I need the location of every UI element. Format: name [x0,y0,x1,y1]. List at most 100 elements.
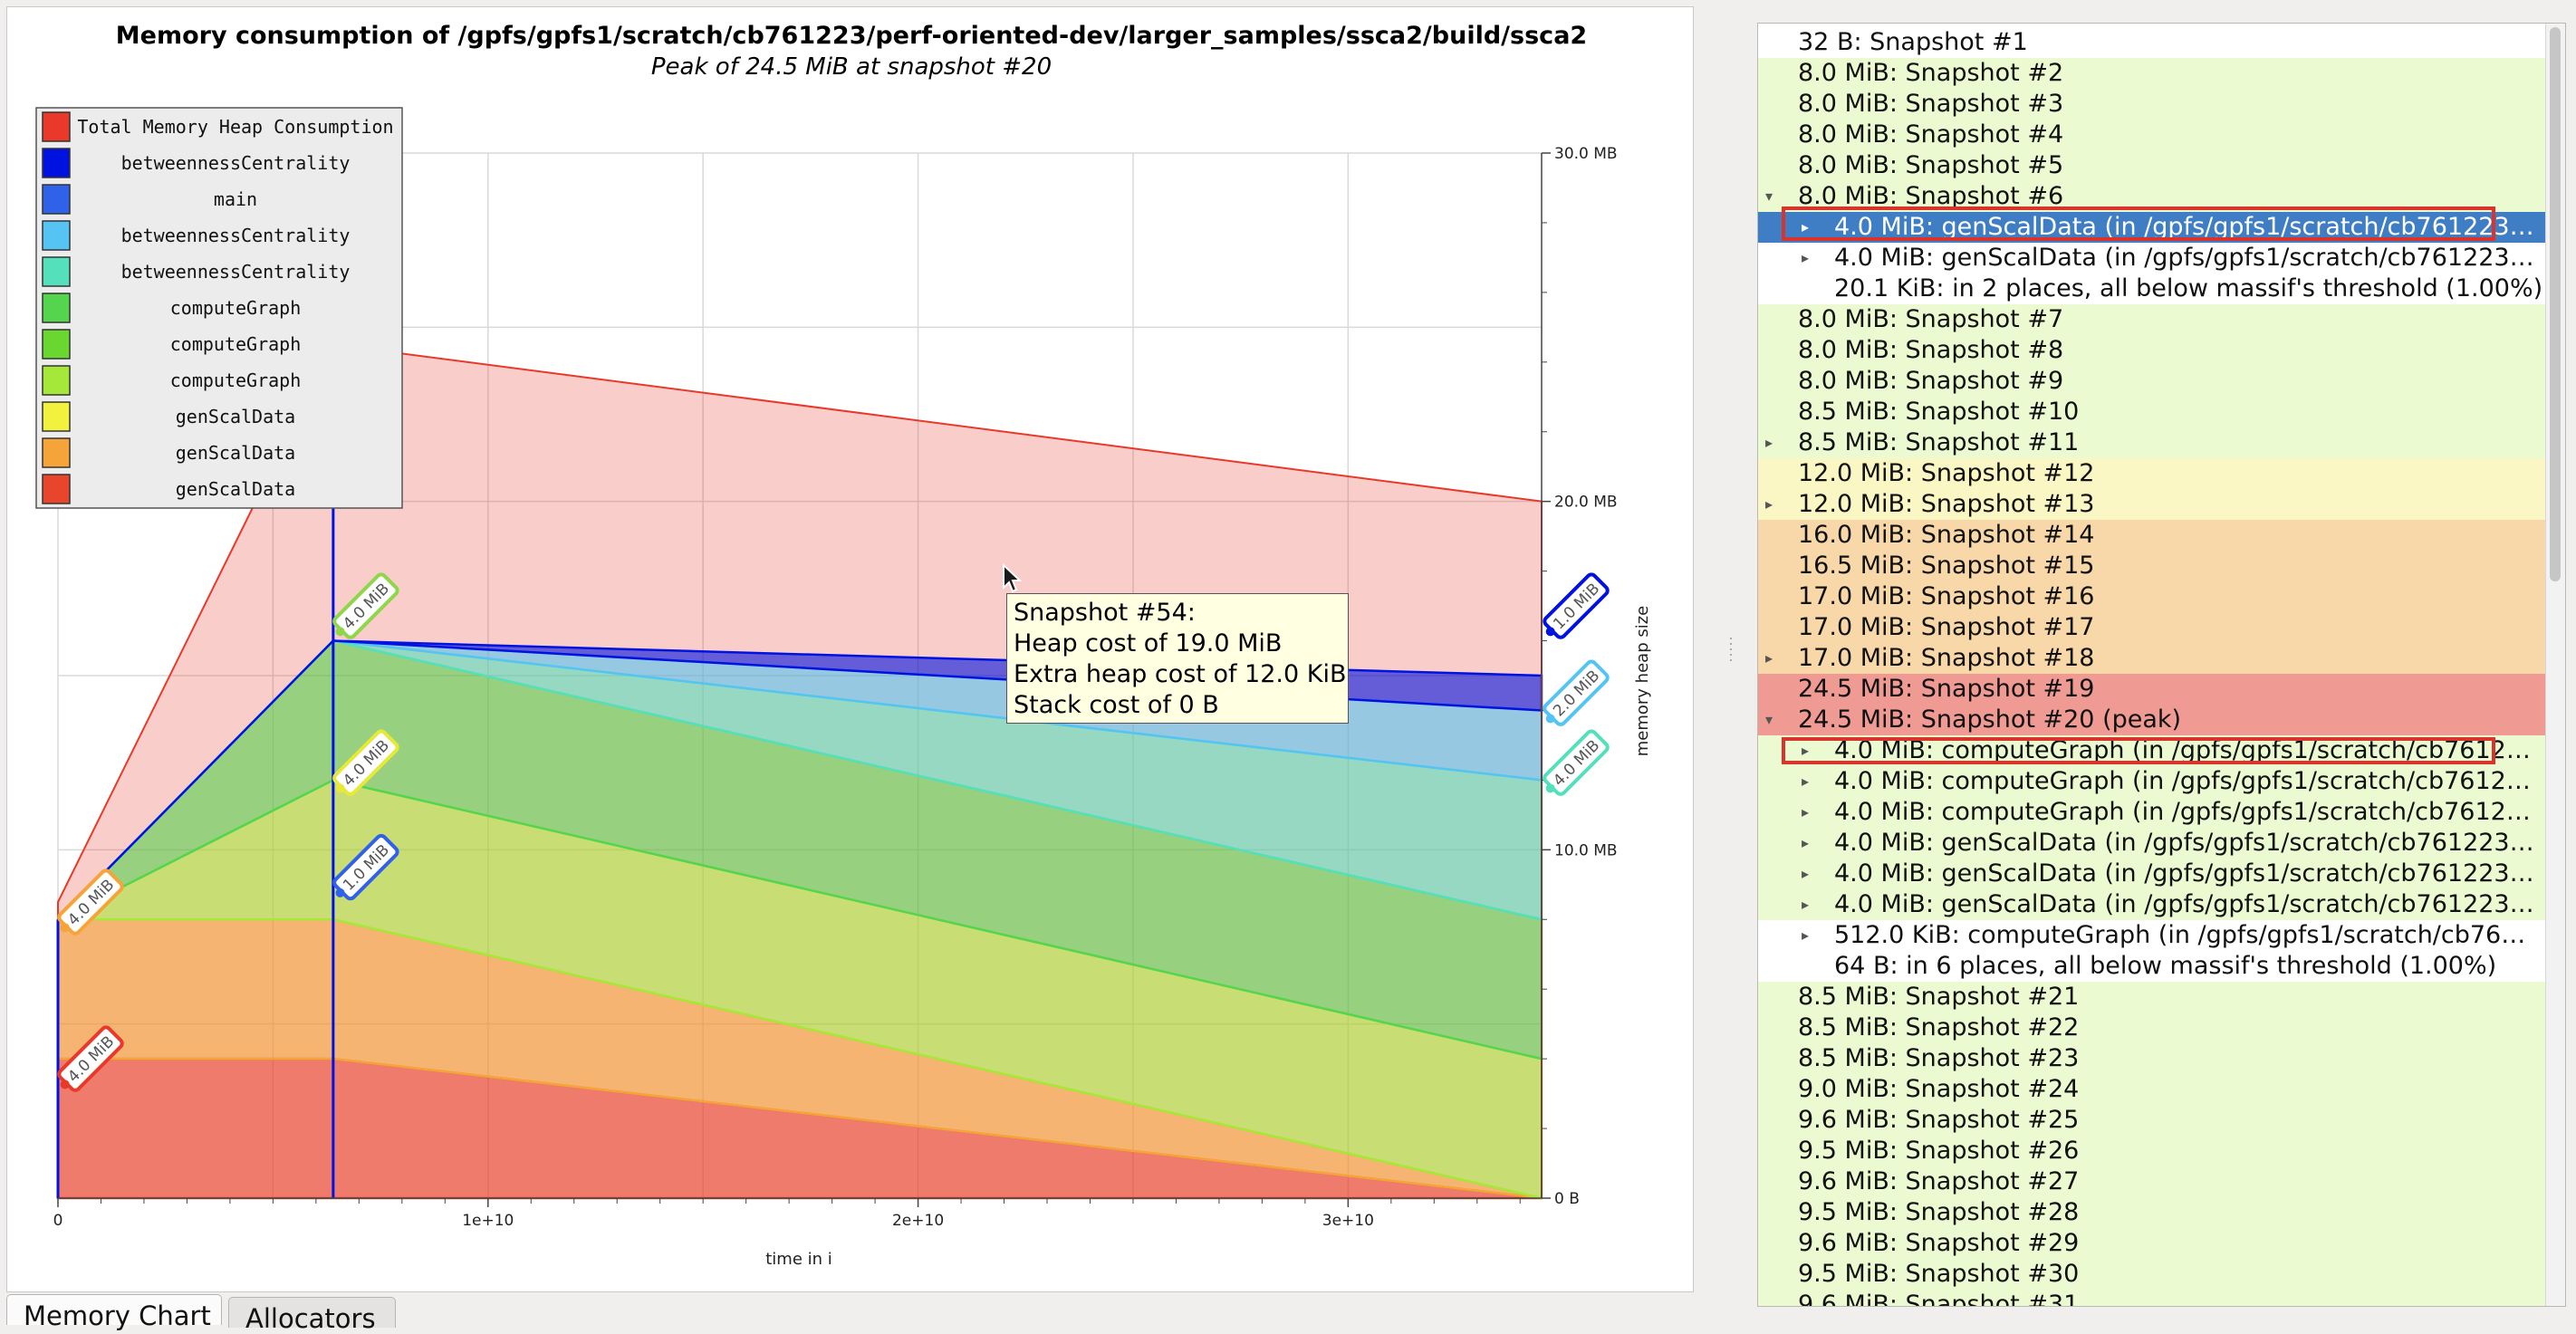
tree-row[interactable]: ▸ 8.5 MiB: Snapshot #11 [1758,427,2546,458]
tree-row-label: 9.6 MiB: Snapshot #25 [1798,1106,2080,1134]
tree-row[interactable]: 12.0 MiB: Snapshot #12 [1758,458,2546,489]
legend-item-label: computeGraph [170,297,302,319]
tree-row[interactable]: 9.6 MiB: Snapshot #25 [1758,1105,2546,1136]
tree-row-label: 8.5 MiB: Snapshot #10 [1798,398,2080,426]
tree-row[interactable]: 9.5 MiB: Snapshot #30 [1758,1259,2546,1290]
tree-row[interactable]: ▸ 4.0 MiB: genScalData (in /gpfs/gpfs1/sc… [1758,212,2546,243]
tree-row[interactable]: 64 B: in 6 places, all below massif's th… [1758,951,2546,982]
expand-right-arrow-icon[interactable]: ▸ [1801,218,1810,235]
tree-row[interactable]: 20.1 KiB: in 2 places, all below massif'… [1758,274,2546,304]
tree-row-label: 16.5 MiB: Snapshot #15 [1798,552,2095,580]
tree-row[interactable]: 8.5 MiB: Snapshot #21 [1758,982,2546,1012]
tree-row[interactable]: ▸ 4.0 MiB: genScalData (in /gpfs/gpfs1/sc… [1758,243,2546,274]
expand-right-arrow-icon[interactable]: ▸ [1801,896,1810,913]
tree-row[interactable]: ▸ 17.0 MiB: Snapshot #18 [1758,643,2546,674]
tree-row[interactable]: 17.0 MiB: Snapshot #17 [1758,612,2546,643]
tree-row[interactable]: 8.5 MiB: Snapshot #23 [1758,1043,2546,1074]
tree-row-label: 8.0 MiB: Snapshot #3 [1798,90,2064,118]
memory-chart[interactable]: 0 1e+10 2e+10 3e+10 0 B 10.0 MB 20.0 MB 30.0 MB… [7,7,1693,1291]
tree-row[interactable]: ▸ 4.0 MiB: genScalData (in /gpfs/gpfs1/sc… [1758,859,2546,889]
tree-row-label: 24.5 MiB: Snapshot #19 [1798,675,2095,703]
tree-row[interactable]: 8.0 MiB: Snapshot #2 [1758,58,2546,89]
tree-row-label: 16.0 MiB: Snapshot #14 [1798,521,2095,549]
tree-row[interactable]: 8.0 MiB: Snapshot #4 [1758,120,2546,150]
tree-row[interactable]: 9.5 MiB: Snapshot #26 [1758,1136,2546,1166]
tree-row[interactable]: 8.0 MiB: Snapshot #8 [1758,335,2546,366]
tree-row-label: 4.0 MiB: genScalData (in /gpfs/gpfs1/scr… [1834,213,2534,241]
expand-right-arrow-icon[interactable]: ▸ [1801,773,1810,790]
tree-row-label: 8.5 MiB: Snapshot #11 [1798,428,2080,456]
tree-row[interactable]: ▸ 512.0 KiB: computeGraph (in /gpfs/gpfs1… [1758,920,2546,951]
expand-right-arrow-icon[interactable]: ▸ [1801,249,1810,266]
tree-row-label: 9.6 MiB: Snapshot #31 [1798,1291,2080,1307]
expand-right-arrow-icon[interactable]: ▸ [1801,834,1810,851]
tree-row-label: 4.0 MiB: genScalData (in /gpfs/gpfs1/scr… [1834,829,2534,857]
tree-row-label: 8.0 MiB: Snapshot #8 [1798,336,2064,364]
expand-right-arrow-icon[interactable]: ▸ [1764,649,1773,667]
legend-item-label: computeGraph [170,333,302,355]
tree-row[interactable]: 8.0 MiB: Snapshot #7 [1758,304,2546,335]
tree-row[interactable]: 9.0 MiB: Snapshot #24 [1758,1074,2546,1105]
tree-row[interactable]: 8.0 MiB: Snapshot #3 [1758,89,2546,120]
tree-row[interactable]: ▸ 4.0 MiB: genScalData (in /gpfs/gpfs1/sc… [1758,889,2546,920]
tree-row[interactable]: 16.0 MiB: Snapshot #14 [1758,520,2546,551]
legend-item-label: genScalData [176,478,295,500]
tab-memory-chart[interactable]: Memory Chart [6,1294,222,1331]
snapshot-tree-panel: 32 B: Snapshot #1 8.0 MiB: Snapshot #2 8.0… [1757,23,2566,1307]
chart-subtitle: Peak of 24.5 MiB at snapshot #20 [651,53,1052,81]
tree-scrollbar-thumb[interactable] [2550,27,2561,581]
expand-right-arrow-icon[interactable]: ▸ [1801,926,1810,944]
tree-row-label: 9.5 MiB: Snapshot #26 [1798,1137,2080,1165]
tree-row-label: 17.0 MiB: Snapshot #17 [1798,613,2095,641]
tree-row[interactable]: 24.5 MiB: Snapshot #19 [1758,674,2546,705]
expand-right-arrow-icon[interactable]: ▸ [1801,742,1810,759]
tooltip-extra-heap-cost: Extra heap cost of 12.0 KiB [1014,660,1347,688]
tree-row[interactable]: ▾ 8.0 MiB: Snapshot #6 [1758,181,2546,212]
tree-row-label: 8.0 MiB: Snapshot #2 [1798,59,2064,87]
memory-chart-panel: 0 1e+10 2e+10 3e+10 0 B 10.0 MB 20.0 MB 30.0 MB… [6,6,1694,1292]
expand-right-arrow-icon[interactable]: ▸ [1801,865,1810,882]
legend-swatch [42,111,71,142]
tree-row[interactable]: ▾ 24.5 MiB: Snapshot #20 (peak) [1758,705,2546,735]
y-tick-label: 20.0 MB [1554,494,1618,512]
tree-row-label: 4.0 MiB: computeGraph (in /gpfs/gpfs1/sc… [1834,736,2531,764]
tree-row[interactable]: 9.5 MiB: Snapshot #28 [1758,1197,2546,1228]
tree-row[interactable]: ▸ 12.0 MiB: Snapshot #13 [1758,489,2546,520]
tab-allocators[interactable]: Allocators [228,1297,396,1334]
tree-row[interactable]: 17.0 MiB: Snapshot #16 [1758,581,2546,612]
tree-row[interactable]: 9.6 MiB: Snapshot #31 [1758,1290,2546,1307]
tree-row[interactable]: 8.0 MiB: Snapshot #9 [1758,366,2546,397]
tree-row-label: 20.1 KiB: in 2 places, all below massif'… [1834,274,2543,302]
panel-splitter-handle[interactable] [1728,634,1734,670]
tree-row[interactable]: 8.5 MiB: Snapshot #22 [1758,1012,2546,1043]
tree-row[interactable]: 8.5 MiB: Snapshot #10 [1758,397,2546,427]
y-axis-label: memory heap size [1633,606,1652,757]
tree-row[interactable]: ▸ 4.0 MiB: computeGraph (in /gpfs/gpfs1/s… [1758,797,2546,828]
point-marker [1545,714,1555,724]
tree-row[interactable]: 32 B: Snapshot #1 [1758,27,2546,58]
tree-row[interactable]: ▸ 4.0 MiB: computeGraph (in /gpfs/gpfs1/s… [1758,735,2546,766]
tree-row-label: 9.5 MiB: Snapshot #30 [1798,1260,2080,1288]
tree-row-label: 8.0 MiB: Snapshot #7 [1798,305,2064,333]
point-marker [60,923,70,933]
tree-row[interactable]: ▸ 4.0 MiB: computeGraph (in /gpfs/gpfs1/s… [1758,766,2546,797]
tree-scrollbar[interactable] [2545,24,2565,1306]
tree-row[interactable]: 8.0 MiB: Snapshot #5 [1758,150,2546,181]
legend-item-label: betweennessCentrality [121,225,351,246]
legend-item-label: Total Memory Heap Consumption [77,116,393,138]
tooltip-heap-cost: Heap cost of 19.0 MiB [1014,629,1283,657]
point-value-label: 2.0 MiB [1543,659,1610,726]
tree-row[interactable]: 9.6 MiB: Snapshot #29 [1758,1228,2546,1259]
expand-right-arrow-icon[interactable]: ▸ [1764,434,1773,451]
expand-right-arrow-icon[interactable]: ▸ [1801,803,1810,821]
tree-row[interactable]: 16.5 MiB: Snapshot #15 [1758,551,2546,581]
tree-row[interactable]: 9.6 MiB: Snapshot #27 [1758,1166,2546,1197]
expand-down-arrow-icon[interactable]: ▾ [1764,711,1773,728]
legend-swatch [42,293,71,323]
tree-row-label: 17.0 MiB: Snapshot #16 [1798,582,2095,610]
tree-row-label: 4.0 MiB: genScalData (in /gpfs/gpfs1/scr… [1834,244,2534,272]
expand-right-arrow-icon[interactable]: ▸ [1764,495,1773,513]
tree-row[interactable]: ▸ 4.0 MiB: genScalData (in /gpfs/gpfs1/sc… [1758,828,2546,859]
point-marker [1545,627,1555,637]
expand-down-arrow-icon[interactable]: ▾ [1764,187,1773,205]
